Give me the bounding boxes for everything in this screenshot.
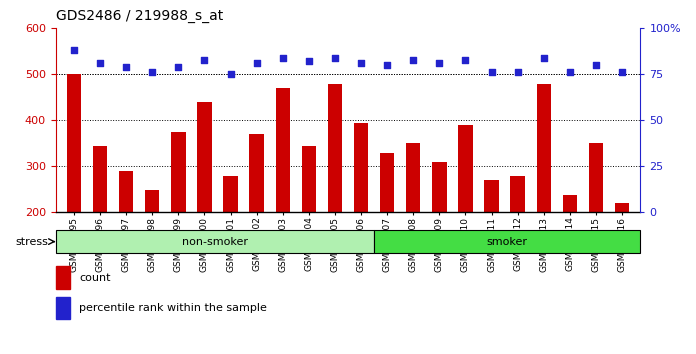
Point [460, 57, 471, 62]
Bar [301, 146, 316, 212]
Text: count: count [79, 273, 111, 283]
Point [590, 62, 601, 68]
Point [486, 70, 497, 75]
Bar [276, 88, 290, 212]
Bar [56, 267, 70, 289]
Point [303, 59, 315, 64]
Point [95, 61, 106, 66]
Point [147, 70, 158, 75]
Point [356, 61, 367, 66]
Bar [171, 132, 186, 212]
Text: GDS2486 / 219988_s_at: GDS2486 / 219988_s_at [56, 9, 223, 23]
Bar [197, 102, 212, 212]
Bar [249, 134, 264, 212]
Bar [510, 176, 525, 212]
Point [617, 70, 628, 75]
FancyBboxPatch shape [374, 230, 640, 253]
Text: percentile rank within the sample: percentile rank within the sample [79, 303, 267, 313]
Text: smoker: smoker [487, 236, 528, 247]
Point [512, 70, 523, 75]
Bar [145, 190, 159, 212]
Bar [615, 203, 629, 212]
Bar [56, 297, 70, 319]
Bar [537, 85, 551, 212]
Point [120, 64, 132, 70]
Bar [406, 143, 420, 212]
Bar [93, 146, 107, 212]
Point [251, 61, 262, 66]
Bar [562, 195, 577, 212]
Text: non-smoker: non-smoker [182, 236, 248, 247]
Bar [328, 85, 342, 212]
Bar [223, 176, 238, 212]
Point [538, 55, 549, 61]
Point [277, 55, 288, 61]
Bar [458, 125, 473, 212]
Point [434, 61, 445, 66]
Bar [354, 123, 368, 212]
Point [68, 47, 79, 53]
Bar [589, 143, 603, 212]
Point [329, 55, 340, 61]
Point [381, 62, 393, 68]
Bar [119, 171, 134, 212]
Point [564, 70, 576, 75]
Point [408, 57, 419, 62]
Bar [484, 180, 499, 212]
FancyBboxPatch shape [56, 230, 374, 253]
Bar [380, 154, 395, 212]
Point [173, 64, 184, 70]
Text: stress: stress [15, 236, 48, 247]
Point [199, 57, 210, 62]
Bar [432, 162, 447, 212]
Bar [67, 74, 81, 212]
Point [225, 72, 236, 77]
